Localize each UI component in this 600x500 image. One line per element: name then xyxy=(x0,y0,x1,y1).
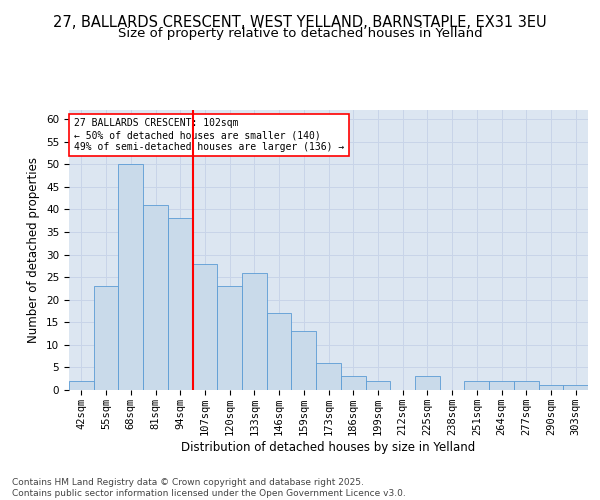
Bar xyxy=(168,218,193,390)
Bar xyxy=(193,264,217,390)
Bar xyxy=(563,386,588,390)
Bar xyxy=(539,386,563,390)
Bar xyxy=(489,381,514,390)
Bar xyxy=(242,272,267,390)
Bar xyxy=(118,164,143,390)
Bar xyxy=(143,205,168,390)
Bar xyxy=(415,376,440,390)
Bar xyxy=(464,381,489,390)
Bar xyxy=(292,332,316,390)
Bar xyxy=(94,286,118,390)
Bar xyxy=(365,381,390,390)
X-axis label: Distribution of detached houses by size in Yelland: Distribution of detached houses by size … xyxy=(181,440,476,454)
Bar xyxy=(69,381,94,390)
Text: Contains HM Land Registry data © Crown copyright and database right 2025.
Contai: Contains HM Land Registry data © Crown c… xyxy=(12,478,406,498)
Bar xyxy=(316,363,341,390)
Text: Size of property relative to detached houses in Yelland: Size of property relative to detached ho… xyxy=(118,28,482,40)
Bar xyxy=(217,286,242,390)
Bar xyxy=(341,376,365,390)
Bar xyxy=(267,313,292,390)
Text: 27, BALLARDS CRESCENT, WEST YELLAND, BARNSTAPLE, EX31 3EU: 27, BALLARDS CRESCENT, WEST YELLAND, BAR… xyxy=(53,15,547,30)
Bar xyxy=(514,381,539,390)
Text: 27 BALLARDS CRESCENT: 102sqm
← 50% of detached houses are smaller (140)
49% of s: 27 BALLARDS CRESCENT: 102sqm ← 50% of de… xyxy=(74,118,344,152)
Y-axis label: Number of detached properties: Number of detached properties xyxy=(28,157,40,343)
